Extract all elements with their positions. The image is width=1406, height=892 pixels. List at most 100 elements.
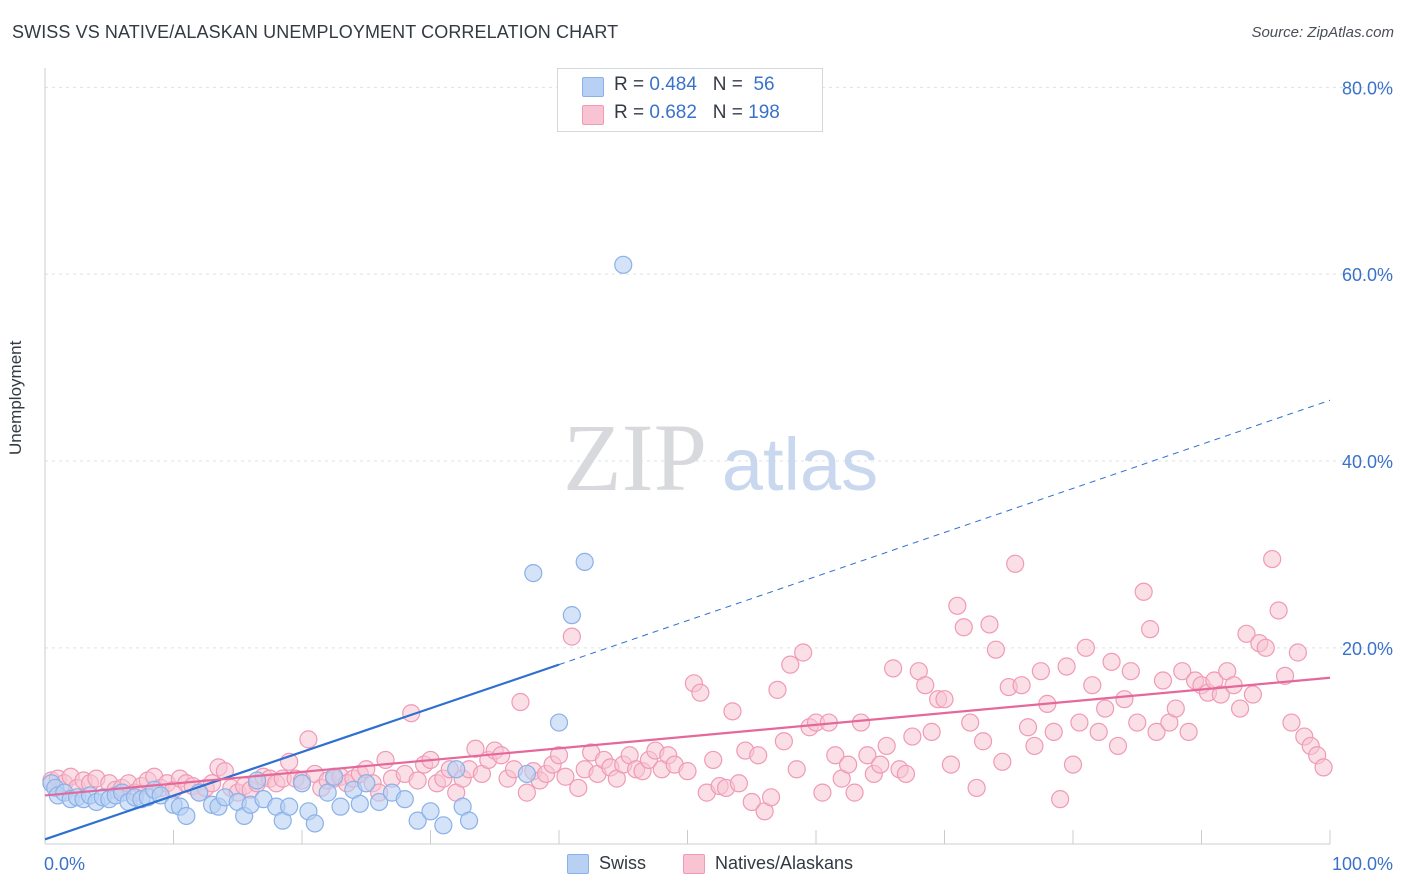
axes <box>44 68 1331 845</box>
swiss-point <box>459 811 479 830</box>
y-tick-label: 20.0% <box>1342 639 1393 659</box>
native-point <box>1044 722 1063 742</box>
native-point <box>871 755 890 774</box>
native-point <box>511 692 530 712</box>
native-legend-label: Natives/Alaskans <box>715 853 854 873</box>
gridlines <box>45 86 1395 649</box>
swiss-point <box>325 767 344 786</box>
native-point <box>517 783 536 802</box>
native-point <box>562 627 581 646</box>
native-points <box>42 549 1333 821</box>
native-point <box>408 771 427 790</box>
source-label: Source: ZipAtlas.com <box>1251 24 1394 41</box>
native-swatch <box>582 105 604 125</box>
native-point <box>691 683 710 702</box>
r-value: 0.484 <box>649 74 697 95</box>
legend-native-text: R = 0.682 N = 198 <box>614 102 780 124</box>
native-point <box>1006 554 1025 573</box>
native-point <box>1314 758 1333 777</box>
native-point <box>774 732 793 751</box>
native-point <box>1070 713 1089 732</box>
native-point <box>1173 662 1192 681</box>
native-point <box>1063 755 1083 774</box>
native-legend-swatch <box>683 854 705 874</box>
swiss-point <box>408 811 427 830</box>
swiss-point <box>280 797 299 816</box>
native-point <box>948 596 967 615</box>
native-point <box>794 643 813 662</box>
native-point <box>1076 638 1095 657</box>
r-value: 0.682 <box>649 102 697 123</box>
native-point <box>1012 676 1031 695</box>
tick-labels: 20.0% 40.0% 60.0% 80.0% 0.0% 100.0% <box>44 78 1393 874</box>
native-point <box>1282 713 1301 732</box>
swiss-trend-extension <box>558 399 1331 666</box>
native-point <box>941 755 961 774</box>
swiss-point <box>562 606 581 625</box>
y-tick-label: 80.0% <box>1342 78 1393 98</box>
native-point <box>556 767 575 786</box>
native-point <box>1179 722 1198 742</box>
native-point <box>954 618 973 637</box>
swiss-point <box>177 806 196 826</box>
swiss-point <box>575 552 594 571</box>
native-point <box>1115 690 1134 709</box>
native-point <box>1102 652 1121 671</box>
swiss-point <box>434 816 453 835</box>
native-point <box>1128 713 1147 732</box>
swiss-point <box>318 783 337 802</box>
swiss-point <box>517 764 536 784</box>
native-point <box>1025 736 1044 756</box>
native-point <box>980 615 999 634</box>
native-point <box>1153 671 1173 690</box>
native-point <box>858 746 877 765</box>
native-point <box>787 760 806 779</box>
swiss-swatch <box>582 77 604 97</box>
x-tick-label-max: 100.0% <box>1332 854 1393 874</box>
n-value: 56 <box>753 74 775 95</box>
native-point <box>1211 685 1230 704</box>
series-legend: Swiss Natives/Alaskans <box>567 852 887 876</box>
native-point <box>1230 699 1250 718</box>
r-label: R = <box>614 102 645 123</box>
swiss-point <box>421 802 440 821</box>
native-trend-line <box>44 676 1331 797</box>
y-tick-label: 60.0% <box>1342 265 1393 285</box>
swiss-point <box>524 563 543 583</box>
native-point <box>742 792 761 812</box>
native-point <box>1140 620 1160 639</box>
swiss-point <box>370 792 389 812</box>
native-point <box>1269 601 1288 620</box>
swiss-point <box>350 794 369 813</box>
trend-lines <box>44 399 1331 841</box>
native-point <box>749 746 768 765</box>
legend-swiss-text: R = 0.484 N = 56 <box>614 74 775 96</box>
native-point <box>851 713 871 732</box>
native-point <box>781 655 800 674</box>
native-point <box>1288 643 1307 662</box>
native-point <box>1237 624 1256 643</box>
legend-row-swiss: R = 0.484 N = 56 <box>558 72 822 100</box>
swiss-legend-swatch <box>567 854 589 874</box>
native-point <box>883 659 903 678</box>
swiss-point <box>292 774 312 793</box>
native-point <box>1256 638 1275 657</box>
native-point <box>922 722 941 742</box>
native-point <box>299 730 318 749</box>
n-value: 198 <box>748 102 780 123</box>
native-point <box>903 727 922 746</box>
native-point <box>993 752 1012 771</box>
native-point <box>1263 549 1282 569</box>
x-tick-label-min: 0.0% <box>44 854 85 874</box>
swiss-point <box>614 255 633 274</box>
legend-row-native: R = 0.682 N = 198 <box>558 100 822 128</box>
native-point <box>549 746 569 765</box>
native-point <box>1018 718 1038 737</box>
native-point <box>1275 666 1295 685</box>
native-point <box>896 764 916 784</box>
swiss-points <box>42 255 633 835</box>
native-point <box>729 774 749 793</box>
native-point <box>723 702 742 721</box>
native-point <box>967 778 986 798</box>
